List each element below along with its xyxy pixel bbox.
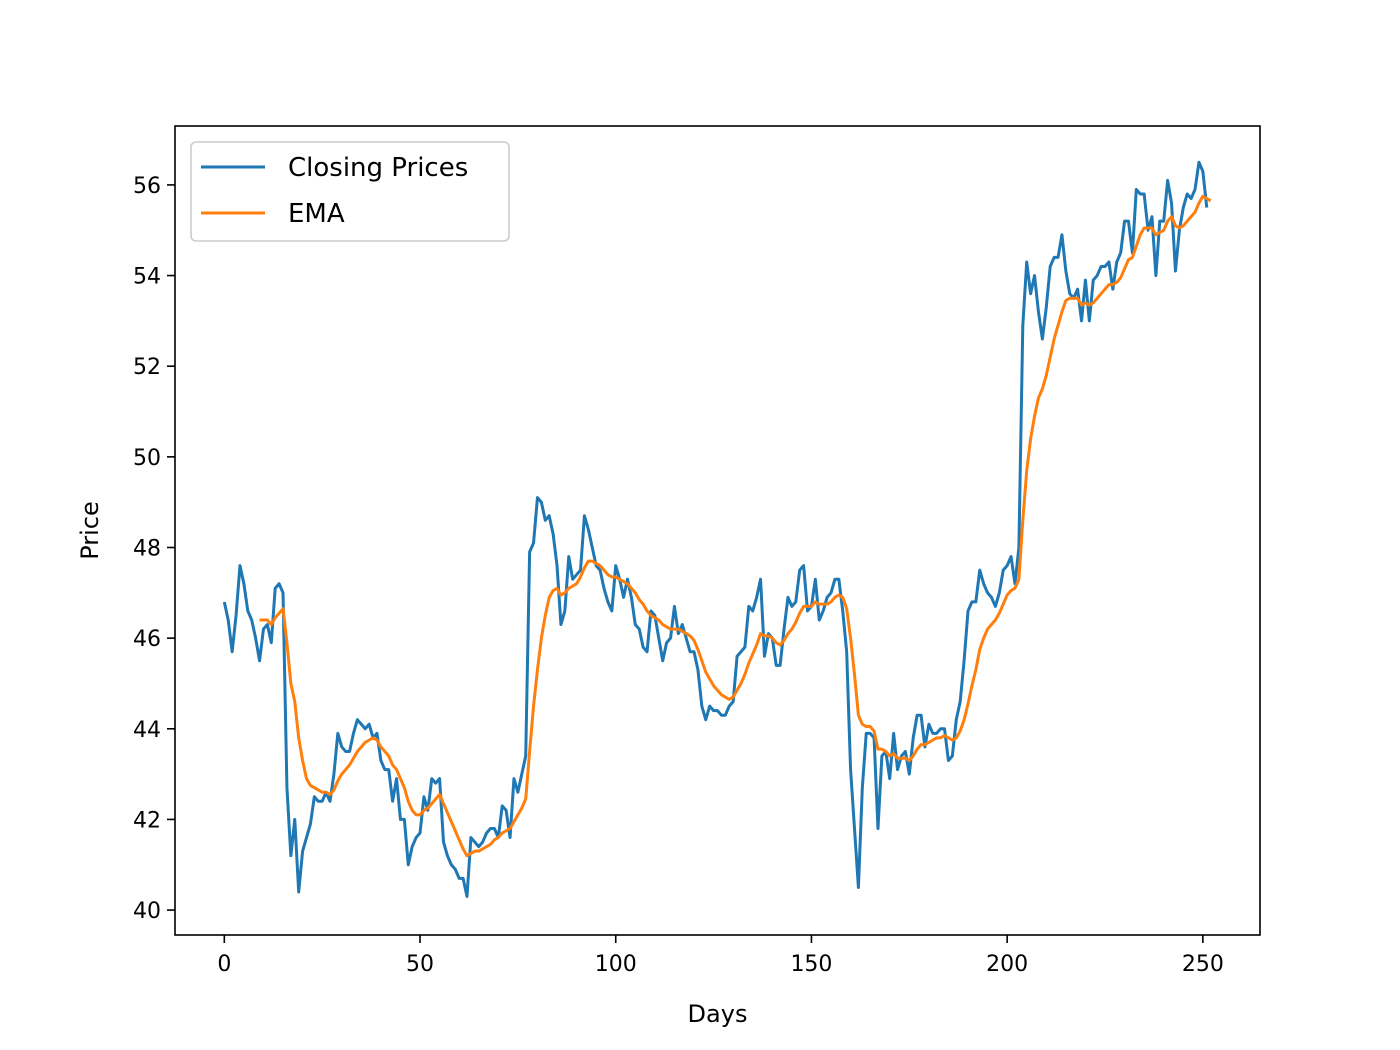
x-tick-label: 250 [1182,952,1224,977]
plot-area [222,160,1212,898]
y-tick-label: 54 [133,265,161,290]
y-tick-label: 52 [133,355,161,380]
x-tick-label: 0 [217,952,231,977]
y-tick-label: 50 [133,446,161,471]
y-tick-label: 42 [133,808,161,833]
legend-label-ema: EMA [288,199,345,229]
legend-label-closing-prices: Closing Prices [288,153,468,183]
y-axis-label: Price [76,501,104,560]
x-axis-label: Days [688,1000,748,1028]
series-line-closing-prices [222,160,1209,898]
plot-frame [174,125,1261,936]
y-tick-label: 48 [133,536,161,561]
axes-ticks: 0 50 100 150 200 250 40 42 44 46 48 50 52 54 56 [133,174,1224,977]
legend: Closing Prices EMA [190,141,510,242]
x-tick-label: 100 [595,952,637,977]
y-tick-label: 44 [133,718,161,743]
x-tick-label: 200 [986,952,1028,977]
series-line-ema [259,194,1212,858]
y-tick-label: 46 [133,627,161,652]
x-tick-label: 150 [790,952,832,977]
y-tick-label: 40 [133,899,161,924]
legend-box [190,141,510,242]
y-tick-label: 56 [133,174,161,199]
x-tick-label: 50 [406,952,434,977]
